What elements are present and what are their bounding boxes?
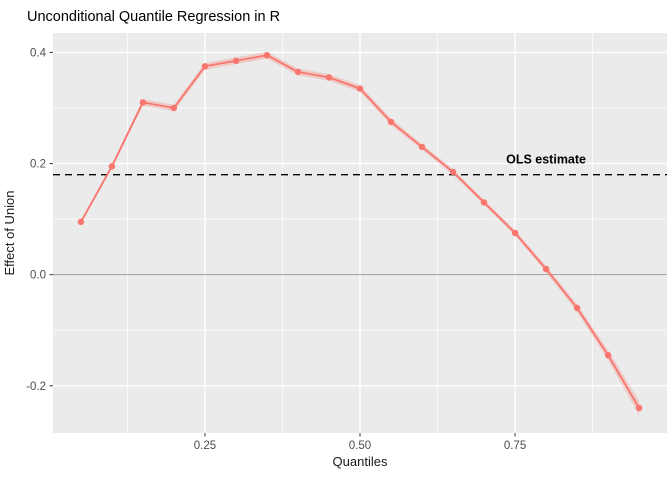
data-point — [356, 85, 364, 92]
y-tick-label: 0.4 — [30, 47, 47, 59]
data-point — [232, 57, 240, 64]
data-point — [294, 68, 302, 76]
data-point — [325, 74, 333, 81]
data-point — [108, 163, 116, 170]
y-tick-label: 0.2 — [30, 159, 46, 171]
data-point — [170, 104, 178, 112]
y-axis-title: Effect of Union — [2, 190, 17, 275]
data-point — [263, 52, 271, 59]
data-point — [77, 218, 85, 226]
data-point — [573, 304, 581, 312]
data-point — [449, 168, 457, 176]
x-tick-label: 0.25 — [194, 440, 216, 452]
x-axis-title: Quantiles — [333, 454, 388, 469]
y-tick-label: 0.0 — [30, 270, 46, 282]
data-point — [201, 63, 209, 70]
chart-layers: 0.25 0.50 0.75 -0.2 0.0 0.2 0.4 OLS estimate — [26, 33, 667, 452]
y-tick-label: -0.2 — [26, 381, 46, 393]
data-point — [635, 404, 643, 412]
ols-estimate-label: OLS estimate — [506, 153, 586, 167]
plot-title: Unconditional Quantile Regression in R — [27, 9, 280, 25]
x-tick-label: 0.50 — [349, 440, 371, 452]
x-tick-label: 0.75 — [504, 440, 526, 452]
data-point — [542, 265, 550, 273]
data-point — [511, 229, 519, 237]
data-point — [480, 199, 488, 206]
data-point — [387, 118, 395, 126]
data-point — [139, 99, 147, 106]
data-point — [418, 143, 426, 151]
data-point — [604, 352, 612, 359]
